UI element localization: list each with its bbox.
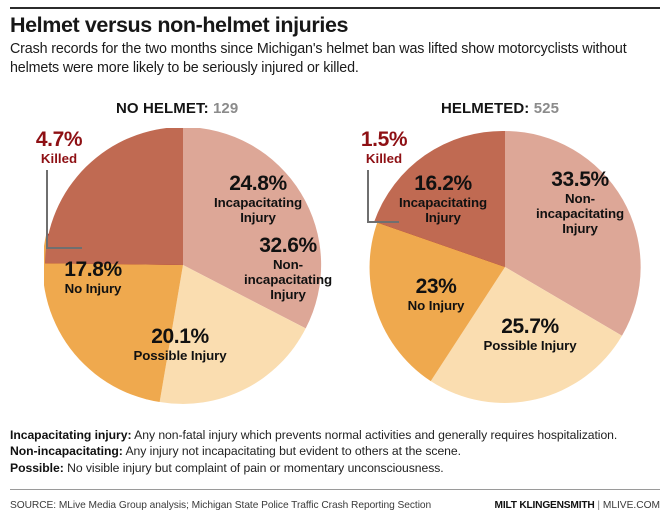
definition-term: Incapacitating injury:	[10, 428, 132, 442]
label-right-possible-injury: 25.7% Possible Injury	[450, 315, 610, 354]
slice-nonincapacitating	[183, 128, 322, 329]
credit-site: MLIVE.COM	[602, 500, 660, 511]
label-left-no-injury: 17.8% No Injury	[28, 258, 158, 297]
pie-chart-helmeted-svg	[369, 130, 641, 403]
label-left-no-injury-name: No Injury	[64, 281, 122, 296]
label-right-possible-injury-name: Possible Injury	[483, 338, 577, 353]
label-left-no-injury-pct: 17.8%	[64, 258, 122, 281]
label-left-possible-injury: 20.1% Possible Injury	[100, 325, 260, 364]
footer-divider	[10, 489, 660, 490]
label-right-no-injury-pct: 23%	[415, 275, 457, 298]
label-right-incapacitating-pct: 16.2%	[414, 172, 472, 195]
label-left-killed-pct: 4.7%	[35, 128, 83, 151]
definition-term: Possible:	[10, 460, 64, 475]
label-left-nonincapacitating-name3: Injury	[270, 287, 306, 303]
label-right-nonincapacitating: 33.5% Non- incapacitating Injury	[510, 168, 650, 237]
label-left-killed-name: Killed	[40, 151, 78, 166]
definition-term: Non-incapacitating:	[10, 444, 123, 459]
label-right-possible-injury-pct: 25.7%	[501, 315, 559, 338]
label-right-incapacitating: 16.2% Incapacitating Injury	[378, 172, 508, 225]
credit-separator: |	[594, 500, 603, 511]
label-right-nonincapacitating-name3: Injury	[562, 221, 598, 237]
definition-item: Possible: No visible injury but complain…	[10, 460, 665, 476]
leader-line-left-killed	[46, 170, 82, 249]
label-left-possible-injury-name: Possible Injury	[133, 348, 227, 363]
slice-incapacitating	[374, 130, 505, 267]
label-right-no-injury: 23% No Injury	[376, 275, 496, 314]
top-divider	[10, 7, 660, 9]
page-title: Helmet versus non-helmet injuries	[10, 13, 349, 37]
page-subtitle: Crash records for the two months since M…	[10, 41, 627, 76]
label-left-killed: 4.7% Killed	[14, 128, 104, 166]
label-right-killed-name: Killed	[365, 151, 403, 166]
definition-text: Any non-fatal injury which prevents norm…	[131, 428, 618, 442]
slice-possible-injury	[430, 267, 622, 403]
chart-title-no-helmet-count: 129	[212, 100, 239, 117]
label-left-incapacitating-name1: Incapacitating	[213, 195, 302, 210]
label-left-nonincapacitating: 32.6% Non- incapacitating Injury	[218, 234, 358, 303]
definition-item: Non-incapacitating: Any injury not incap…	[10, 443, 665, 459]
definitions-list: Incapacitating injury: Any non-fatal inj…	[10, 427, 665, 476]
label-right-nonincapacitating-name1: Non-	[565, 191, 595, 206]
pie-chart-no-helmet-svg	[44, 128, 322, 404]
label-right-nonincapacitating-pct: 33.5%	[551, 168, 609, 191]
slice-no-injury	[44, 233, 183, 403]
label-right-incapacitating-name1: Incapacitating	[398, 195, 487, 210]
credit-line: MILT KLINGENSMITH | MLIVE.COM	[495, 500, 660, 511]
chart-title-no-helmet-label: NO HELMET:	[116, 100, 209, 117]
chart-title-helmeted-label: HELMETED:	[441, 100, 530, 117]
pie-chart-no-helmet	[44, 128, 324, 410]
slice-incapacitating	[45, 128, 183, 265]
slice-possible-injury	[159, 265, 306, 404]
label-left-possible-injury-pct: 20.1%	[151, 325, 209, 348]
pie-chart-helmeted	[366, 128, 646, 410]
label-left-incapacitating: 24.8% Incapacitating Injury	[188, 172, 328, 225]
chart-title-helmeted: HELMETED: 525	[441, 100, 559, 117]
label-right-killed-pct: 1.5%	[360, 128, 408, 151]
definition-text: No visible injury but complaint of pain …	[63, 460, 444, 475]
label-right-killed: 1.5% Killed	[341, 128, 427, 166]
source-note: SOURCE: MLive Media Group analysis; Mich…	[10, 500, 432, 511]
label-left-nonincapacitating-name1: Non-	[273, 257, 303, 272]
chart-title-no-helmet: NO HELMET: 129	[116, 100, 238, 117]
label-left-nonincapacitating-name2: incapacitating	[243, 272, 332, 288]
definition-text: Any injury not incapacitating but eviden…	[122, 444, 461, 459]
label-right-incapacitating-name2: Injury	[425, 210, 461, 226]
label-left-incapacitating-pct: 24.8%	[229, 172, 287, 195]
label-left-nonincapacitating-pct: 32.6%	[259, 234, 317, 257]
label-left-incapacitating-name2: Injury	[240, 210, 276, 226]
leader-line-right-killed	[367, 170, 399, 223]
label-right-nonincapacitating-name2: incapacitating	[535, 206, 624, 222]
slice-nonincapacitating	[505, 131, 641, 336]
label-right-no-injury-name: No Injury	[407, 298, 465, 313]
credit-byline: MILT KLINGENSMITH	[494, 500, 595, 511]
definition-item: Incapacitating injury: Any non-fatal inj…	[10, 427, 665, 443]
chart-title-helmeted-count: 525	[533, 100, 560, 117]
